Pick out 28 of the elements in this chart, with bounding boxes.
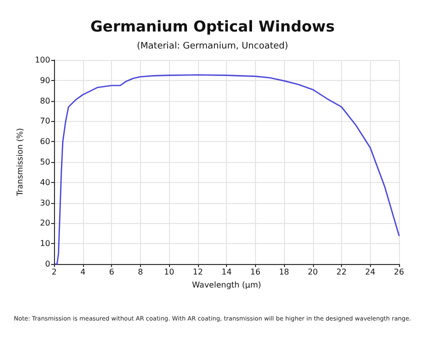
y-tick-label: 80 — [40, 96, 50, 106]
x-tick-label: 24 — [365, 268, 376, 276]
y-tick-label: 0 — [45, 260, 50, 268]
chart-title: Germanium Optical Windows — [90, 18, 335, 36]
y-tick-label: 90 — [40, 76, 50, 85]
x-tick-label: 20 — [308, 268, 318, 276]
y-tick-label: 10 — [40, 239, 50, 248]
x-tick-label: 18 — [278, 268, 290, 276]
x-tick-label: 26 — [394, 268, 404, 276]
y-tick-label: 40 — [40, 178, 50, 187]
x-tick-label: 16 — [250, 268, 260, 276]
y-tick-label: 70 — [40, 116, 50, 126]
x-tick-label: 10 — [164, 268, 174, 276]
y-tick-label: 60 — [40, 137, 50, 146]
x-tick-label: 12 — [192, 268, 203, 276]
x-tick-label: 14 — [221, 268, 232, 276]
chart-subtitle: (Material: Germanium, Uncoated) — [136, 42, 288, 52]
y-tick-label: 20 — [40, 218, 50, 228]
x-tick-label: 8 — [138, 268, 143, 276]
x-tick-label: 4 — [80, 268, 86, 276]
y-tick-label: 50 — [40, 158, 50, 166]
x-tick-label: 2 — [52, 268, 57, 276]
y-tick-label: 100 — [34, 56, 50, 64]
x-tick-label: 22 — [336, 268, 347, 276]
x-tick-label: 6 — [109, 268, 114, 276]
x-axis-title: Wavelength (μm) — [192, 280, 262, 290]
y-tick-label: 30 — [40, 198, 50, 208]
y-axis-title: Transmission (%) — [16, 128, 24, 198]
